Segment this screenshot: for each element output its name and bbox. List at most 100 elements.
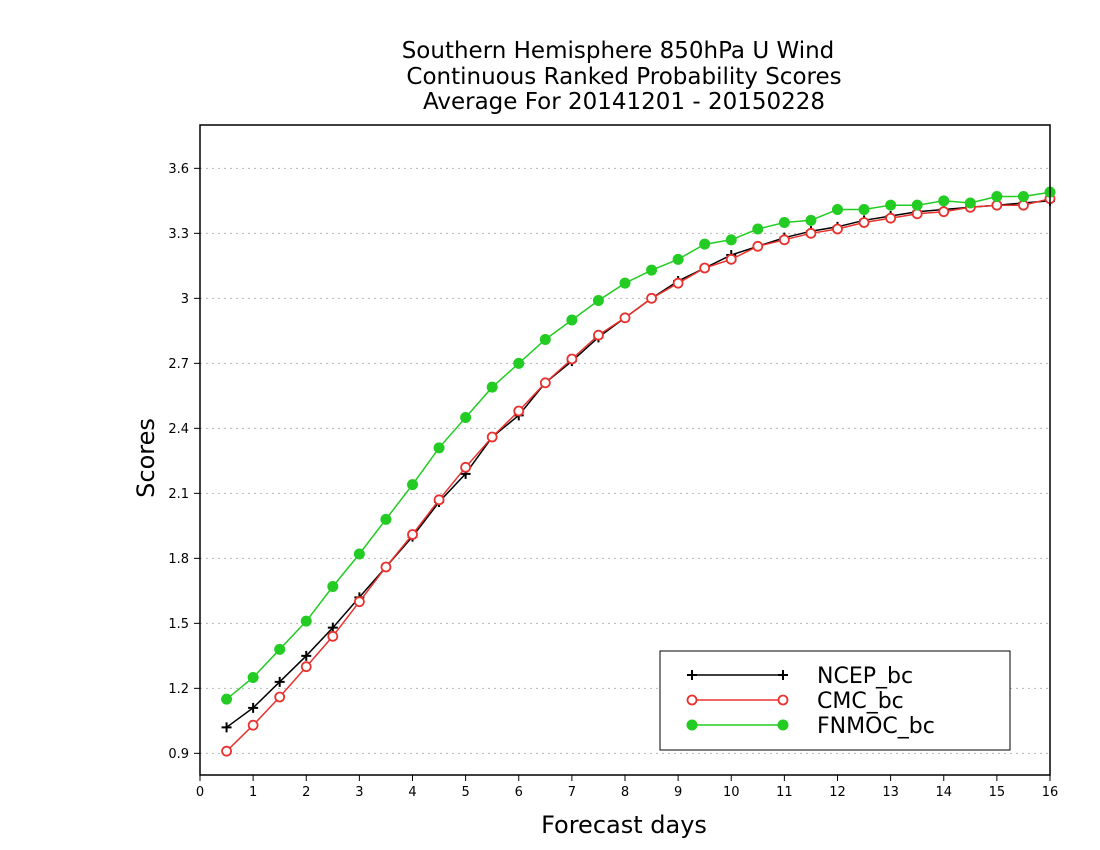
legend-label-cmc-bc: CMC_bc — [817, 689, 904, 714]
data-point-fnmoc-bc — [433, 442, 445, 454]
y-tick-label: 1.2 — [168, 682, 189, 697]
legend-marker — [777, 694, 789, 706]
chart-title-line-3: Average For 20141201 - 20150228 — [423, 89, 825, 115]
x-tick-label: 8 — [621, 785, 629, 800]
data-point-cmc-bc — [327, 630, 339, 642]
y-axis: 0.9 1.2 1.5 1.8 2.1 2.4 2.7 3 3.3 3.6 — [168, 162, 200, 762]
y-tick-label: 3.3 — [168, 227, 189, 242]
legend-label-ncep-bc: NCEP_bc — [817, 664, 913, 689]
data-point-fnmoc-bc — [911, 199, 923, 211]
data-point-cmc-bc — [805, 227, 817, 239]
legend-item-ncep-bc: NCEP_bc — [687, 664, 913, 689]
x-tick-label: 13 — [882, 785, 899, 800]
data-point-fnmoc-bc — [778, 217, 790, 228]
data-point-ncep-bc — [248, 702, 259, 713]
x-tick-label: 5 — [461, 785, 469, 800]
data-point-fnmoc-bc — [885, 199, 897, 211]
y-tick-label: 2.4 — [168, 422, 189, 437]
data-point-cmc-bc — [566, 353, 578, 365]
data-point-cmc-bc — [619, 312, 631, 324]
data-point-fnmoc-bc — [672, 253, 684, 265]
data-point-cmc-bc — [858, 217, 870, 228]
legend-marker — [778, 670, 788, 680]
data-point-cmc-bc — [513, 405, 525, 417]
data-point-cmc-bc — [486, 431, 498, 443]
series-layer — [221, 186, 1056, 757]
data-point-fnmoc-bc — [699, 238, 711, 250]
x-tick-label: 14 — [935, 785, 952, 800]
legend-marker — [777, 719, 789, 731]
data-point-cmc-bc — [407, 529, 418, 540]
data-point-fnmoc-bc — [964, 197, 976, 209]
legend-marker — [687, 670, 697, 680]
data-point-fnmoc-bc — [513, 357, 525, 369]
data-point-fnmoc-bc — [646, 264, 658, 276]
data-point-fnmoc-bc — [407, 479, 418, 491]
legend-marker — [686, 719, 698, 731]
legend-marker — [686, 694, 698, 706]
data-point-cmc-bc — [380, 561, 392, 573]
series-cmc-bc — [221, 193, 1056, 757]
data-point-fnmoc-bc — [991, 191, 1003, 202]
x-tick-label: 12 — [829, 785, 846, 800]
data-point-cmc-bc — [885, 212, 897, 224]
data-point-cmc-bc — [778, 234, 790, 246]
data-point-fnmoc-bc — [247, 672, 259, 683]
y-axis-label: Scores — [132, 418, 160, 498]
data-point-cmc-bc — [699, 262, 711, 274]
data-point-fnmoc-bc — [858, 204, 870, 215]
legend-item-fnmoc-bc: FNMOC_bc — [686, 714, 935, 739]
data-point-cmc-bc — [991, 199, 1003, 211]
x-tick-label: 0 — [196, 785, 204, 800]
data-point-fnmoc-bc — [938, 195, 950, 207]
data-point-cmc-bc — [353, 596, 365, 608]
data-point-cmc-bc — [433, 494, 445, 506]
legend-label-fnmoc-bc: FNMOC_bc — [817, 714, 935, 739]
data-point-fnmoc-bc — [380, 513, 392, 525]
data-point-ncep-bc — [274, 676, 285, 687]
data-point-ncep-bc — [301, 650, 312, 661]
data-point-cmc-bc — [247, 719, 259, 731]
x-axis-label: Forecast days — [541, 811, 707, 839]
data-point-fnmoc-bc — [566, 314, 578, 326]
data-point-ncep-bc — [221, 722, 232, 733]
x-tick-label: 10 — [723, 785, 740, 800]
x-tick-label: 16 — [1042, 785, 1059, 800]
x-tick-label: 11 — [776, 785, 793, 800]
data-point-fnmoc-bc — [221, 693, 233, 705]
data-point-fnmoc-bc — [805, 214, 817, 226]
x-tick-label: 15 — [989, 785, 1006, 800]
data-point-fnmoc-bc — [486, 381, 498, 393]
chart-title-line-1: Southern Hemisphere 850hPa U Wind — [402, 38, 835, 64]
chart-title: Southern Hemisphere 850hPa U Wind Contin… — [402, 38, 842, 115]
data-point-fnmoc-bc — [300, 615, 312, 627]
y-tick-label: 3 — [181, 292, 189, 307]
data-point-fnmoc-bc — [832, 204, 843, 215]
series-line-ncep-bc — [226, 200, 1051, 728]
x-tick-label: 7 — [568, 785, 576, 800]
y-tick-label: 0.9 — [168, 747, 189, 762]
data-point-cmc-bc — [460, 461, 472, 473]
data-point-cmc-bc — [938, 206, 950, 218]
data-point-fnmoc-bc — [1017, 191, 1029, 202]
data-point-fnmoc-bc — [752, 223, 764, 235]
data-point-fnmoc-bc — [353, 548, 365, 560]
y-tick-label: 1.5 — [168, 617, 189, 632]
x-tick-label: 6 — [515, 785, 523, 800]
data-point-cmc-bc — [274, 691, 286, 703]
y-tick-label: 1.8 — [168, 552, 189, 567]
data-point-cmc-bc — [911, 208, 923, 220]
data-point-cmc-bc — [1018, 199, 1029, 211]
x-tick-label: 4 — [408, 785, 416, 800]
data-point-fnmoc-bc — [460, 412, 472, 423]
data-point-fnmoc-bc — [619, 277, 631, 289]
data-point-cmc-bc — [221, 745, 232, 757]
data-point-cmc-bc — [646, 292, 657, 304]
x-tick-label: 9 — [674, 785, 682, 800]
y-tick-label: 3.6 — [168, 162, 189, 177]
data-point-cmc-bc — [672, 277, 684, 289]
x-axis: 0 1 2 3 4 5 6 7 8 9 10 11 12 13 14 15 16 — [196, 775, 1058, 800]
data-point-fnmoc-bc — [725, 234, 737, 246]
